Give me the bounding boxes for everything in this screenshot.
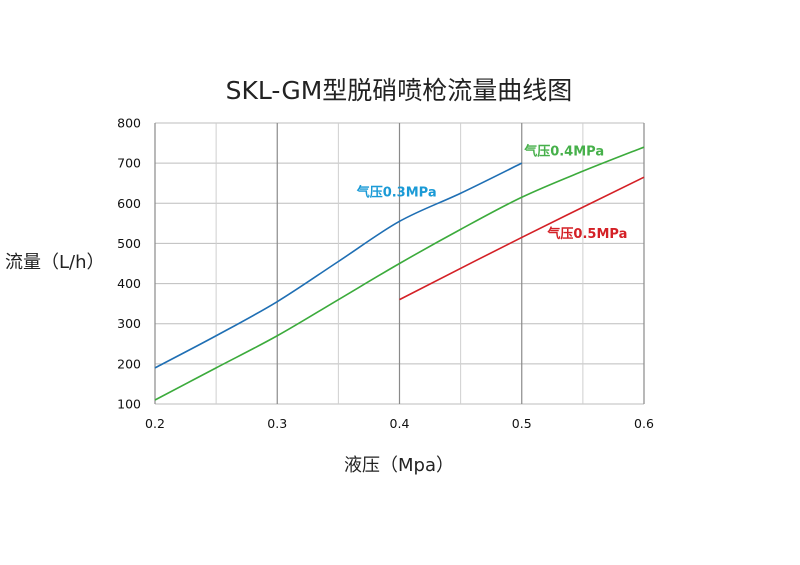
y-tick-label: 500 <box>117 236 141 251</box>
x-tick-label: 0.5 <box>512 416 532 431</box>
series-labels: 气压0.3MPa 气压0.4MPa 气压0.5MPa <box>357 144 628 243</box>
x-tick-label: 0.4 <box>390 416 410 431</box>
y-tick-label: 600 <box>117 196 141 211</box>
series-label-2: 气压0.4MPa <box>524 144 604 160</box>
x-tick-labels: 0.2 0.3 0.4 0.5 0.6 <box>145 416 654 431</box>
y-tick-label: 800 <box>117 116 141 131</box>
y-axis-label: 流量（L/h） <box>5 252 105 273</box>
series-label-1: 气压0.3MPa <box>357 184 437 200</box>
y-tick-label: 300 <box>117 316 141 331</box>
x-tick-label: 0.2 <box>145 416 165 431</box>
y-tick-label: 400 <box>117 276 141 291</box>
y-tick-label: 700 <box>117 156 141 171</box>
y-tick-labels: 100 200 300 400 500 600 700 800 <box>117 116 141 412</box>
series-line-1 <box>154 162 523 369</box>
y-tick-label: 200 <box>117 356 141 371</box>
grid <box>154 122 645 405</box>
series <box>154 146 645 401</box>
x-tick-label: 0.3 <box>267 416 287 431</box>
chart-title: SKL-GM型脱硝喷枪流量曲线图 <box>226 76 573 105</box>
x-axis-label: 液压（Mpa） <box>344 455 454 476</box>
x-tick-label: 0.6 <box>634 416 654 431</box>
series-line-2 <box>154 146 645 401</box>
series-line-3 <box>399 176 645 301</box>
y-tick-label: 100 <box>117 397 141 412</box>
series-label-3: 气压0.5MPa <box>547 226 627 242</box>
